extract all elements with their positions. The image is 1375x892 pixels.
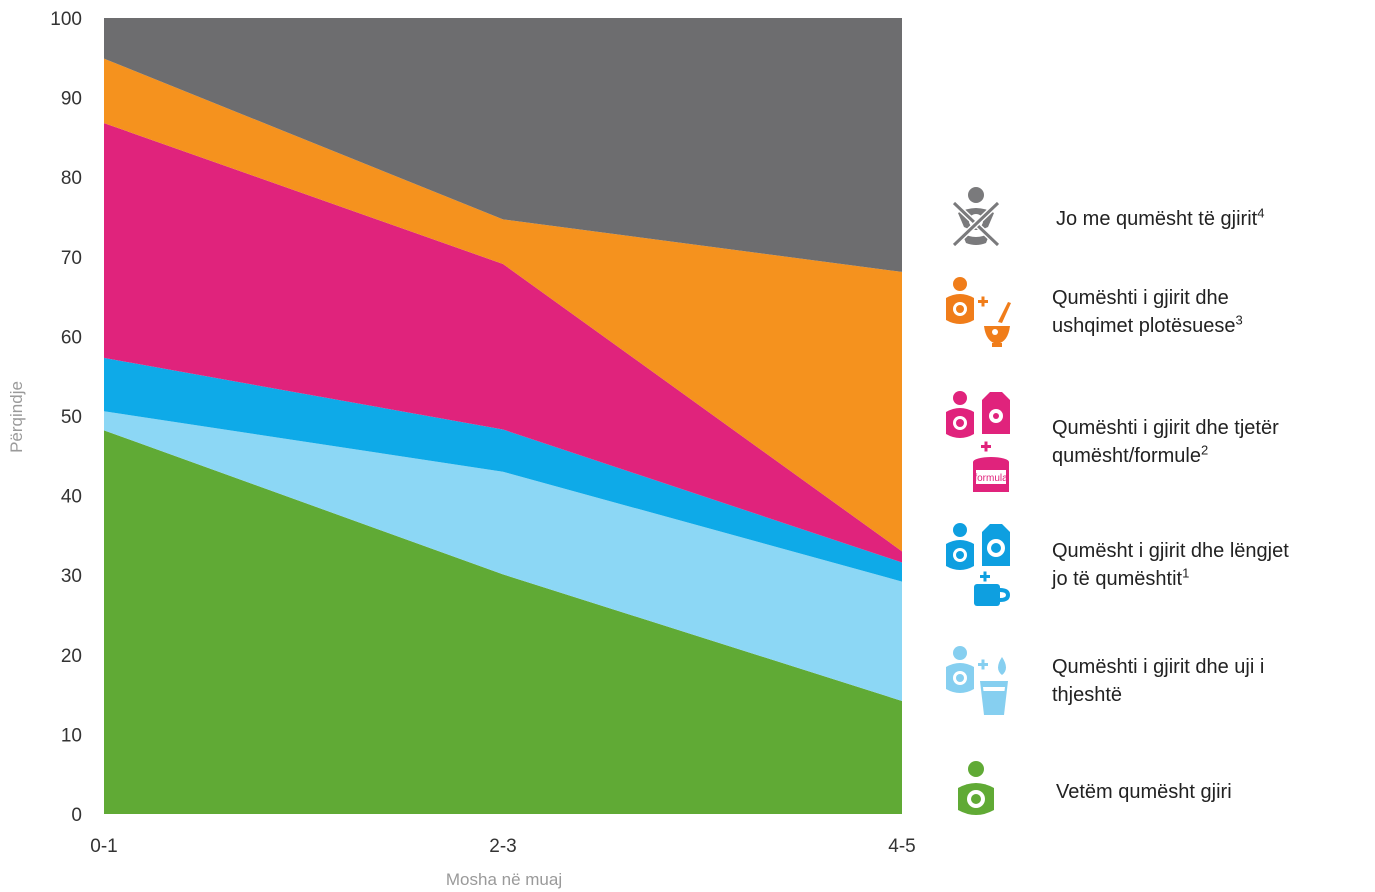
x-tick-label: 2-3 xyxy=(489,836,516,857)
y-tick-label: 50 xyxy=(61,407,82,428)
breastfeeding-water-icon xyxy=(946,646,1008,715)
legend-item-plain-water: Qumështi i gjirit dhe uji i thjeshtë xyxy=(940,645,1342,717)
y-axis: 0 10 20 30 40 50 60 70 80 90 100 xyxy=(50,9,82,826)
y-tick-label: 0 xyxy=(71,805,82,826)
legend-item-exclusive-breastfeeding: Vetëm qumësht gjiri xyxy=(940,756,1346,828)
area-series-3 xyxy=(104,357,902,582)
area-series-2 xyxy=(104,411,902,701)
y-tick-label: 10 xyxy=(61,725,82,746)
legend-item-not-breastfed: Jo me qumësht të gjirit4 xyxy=(940,183,1346,255)
y-tick-label: 40 xyxy=(61,487,82,508)
y-tick-label: 90 xyxy=(61,89,82,110)
y-tick-label: 20 xyxy=(61,646,82,667)
x-tick-label: 4-5 xyxy=(888,836,915,857)
x-axis: 0-1 2-3 4-5 xyxy=(90,836,915,857)
breastfeeding-formula-icon: formula xyxy=(946,391,1010,492)
area-series-6 xyxy=(104,18,902,272)
legend-label-plain-water: Qumështi i gjirit dhe uji i thjeshtë xyxy=(1052,656,1265,706)
y-axis-title: Përqindje xyxy=(7,381,26,453)
not-breastfed-icon xyxy=(951,187,1001,248)
x-axis-title: Mosha në muaj xyxy=(446,870,562,889)
legend-item-non-milk-liquids: Qumësht i gjirit dhe lëngjet jo të qumës… xyxy=(940,522,1342,608)
stacked-area-chart: 0 10 20 30 40 50 60 70 80 90 100 0-1 2-3 4-5 Mosha n… xyxy=(7,9,916,889)
area-series-1 xyxy=(104,430,902,814)
legend-label-non-milk-liquids: Qumësht i gjirit dhe lëngjet jo të qumës… xyxy=(1052,540,1289,590)
legend-item-formula: formula Qumështi i gjirit dhe tjetër qum… xyxy=(940,390,1342,494)
legend-label-exclusive-breastfeeding: Vetëm qumësht gjiri xyxy=(1056,781,1232,803)
area-series-4 xyxy=(104,123,902,563)
breastfeeding-icon xyxy=(958,761,994,815)
breastfeeding-food-icon xyxy=(946,277,1011,347)
breastfeeding-juice-icon xyxy=(946,523,1010,606)
legend-label-not-breastfed: Jo me qumësht të gjirit4 xyxy=(1056,205,1265,230)
y-tick-label: 30 xyxy=(61,566,82,587)
chart-areas xyxy=(104,18,902,814)
area-series-5 xyxy=(104,58,902,552)
y-tick-label: 60 xyxy=(61,327,82,348)
legend-label-formula: Qumështi i gjirit dhe tjetër qumësht/for… xyxy=(1052,417,1279,467)
y-tick-label: 100 xyxy=(50,9,82,30)
legend-item-complementary-foods: Qumështi i gjirit dhe ushqimet plotësues… xyxy=(940,276,1342,348)
formula-can-label: formula xyxy=(974,473,1008,484)
y-tick-label: 80 xyxy=(61,168,82,189)
legend-label-complementary-foods: Qumështi i gjirit dhe ushqimet plotësues… xyxy=(1052,287,1243,337)
y-tick-label: 70 xyxy=(61,248,82,269)
x-tick-label: 0-1 xyxy=(90,836,117,857)
